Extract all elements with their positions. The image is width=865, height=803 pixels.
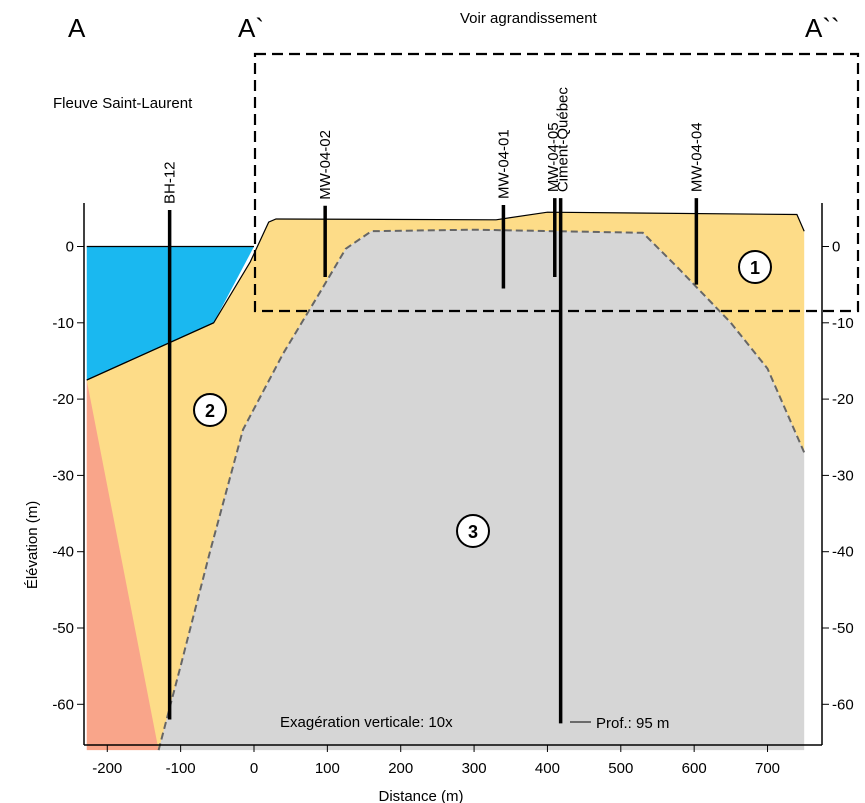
- x-tick-label: 400: [535, 760, 560, 777]
- unit-marker-1-label: 1: [750, 258, 760, 278]
- vertical-exaggeration-note: Exagération verticale: 10x: [280, 714, 453, 731]
- well-label-4: Ciment-Québec: [555, 87, 572, 193]
- axes: -200 -100 0 100 200 300 400 500 600 700 0 0 -10 -10 -2…: [52, 203, 854, 778]
- y-tick-label-right: -20: [832, 391, 854, 408]
- section-label-a-prime: A`: [238, 13, 264, 43]
- zoom-box: [253, 52, 860, 313]
- x-tick-label: 200: [388, 760, 413, 777]
- x-tick-label: 600: [682, 760, 707, 777]
- y-tick-label-left: -60: [52, 696, 74, 713]
- section-label-a-double-prime: A``: [805, 13, 840, 43]
- unit-marker-1: 1: [738, 250, 772, 284]
- tick-marks: -200 -100 0 100 200 300 400 500 600 700 0 0 -10 -10 -2…: [52, 239, 853, 778]
- y-tick-label-right: -60: [832, 696, 854, 713]
- x-axis-title: Distance (m): [378, 788, 463, 803]
- y-tick-label-right: 0: [832, 239, 840, 256]
- well-label-0: BH-12: [162, 161, 179, 204]
- y-tick-label-left: -10: [52, 315, 74, 332]
- zoom-box-label: Voir agrandissement: [460, 10, 598, 27]
- unit-1-fill: [86, 212, 805, 751]
- x-tick-label: 700: [755, 760, 780, 777]
- well-label-2: MW-04-01: [495, 129, 512, 199]
- x-tick-label: -100: [166, 760, 196, 777]
- well-label-3: MW-04-05: [545, 122, 562, 192]
- geology-units: [86, 211, 806, 751]
- x-tick-label: 0: [250, 760, 258, 777]
- y-axis-title: Élévation (m): [24, 501, 41, 589]
- y-tick-label-right: -40: [832, 544, 854, 561]
- unit-3-contact-line: [157, 228, 806, 751]
- y-tick-label-left: 0: [66, 239, 74, 256]
- y-tick-label-right: -10: [832, 315, 854, 332]
- y-tick-label-left: -50: [52, 620, 74, 637]
- y-tick-label-left: -20: [52, 391, 74, 408]
- unit-marker-3: 3: [456, 514, 490, 548]
- unit-3-fill: [158, 229, 805, 751]
- wells: BH-12 MW-04-02 MW-04-01 MW-04-05Ciment-Québ…: [162, 87, 705, 724]
- river-label: Fleuve Saint-Laurent: [53, 95, 193, 112]
- y-tick-label-right: -30: [832, 467, 854, 484]
- depth-label: Prof.: 95 m: [596, 715, 669, 732]
- well-label-1: MW-04-02: [317, 130, 334, 200]
- x-tick-label: 100: [315, 760, 340, 777]
- y-tick-label-left: -30: [52, 467, 74, 484]
- section-label-a: A: [68, 13, 86, 43]
- unit-marker-2-label: 2: [205, 401, 215, 421]
- well-label-5: MW-04-04: [688, 122, 705, 192]
- x-tick-label: 500: [608, 760, 633, 777]
- y-tick-label-right: -50: [832, 620, 854, 637]
- y-tick-label-left: -40: [52, 544, 74, 561]
- unit-marker-2: 2: [193, 393, 227, 427]
- ground-surface-line: [86, 211, 805, 381]
- x-tick-label: -200: [92, 760, 122, 777]
- unit-marker-3-label: 3: [468, 522, 478, 542]
- x-tick-label: 300: [462, 760, 487, 777]
